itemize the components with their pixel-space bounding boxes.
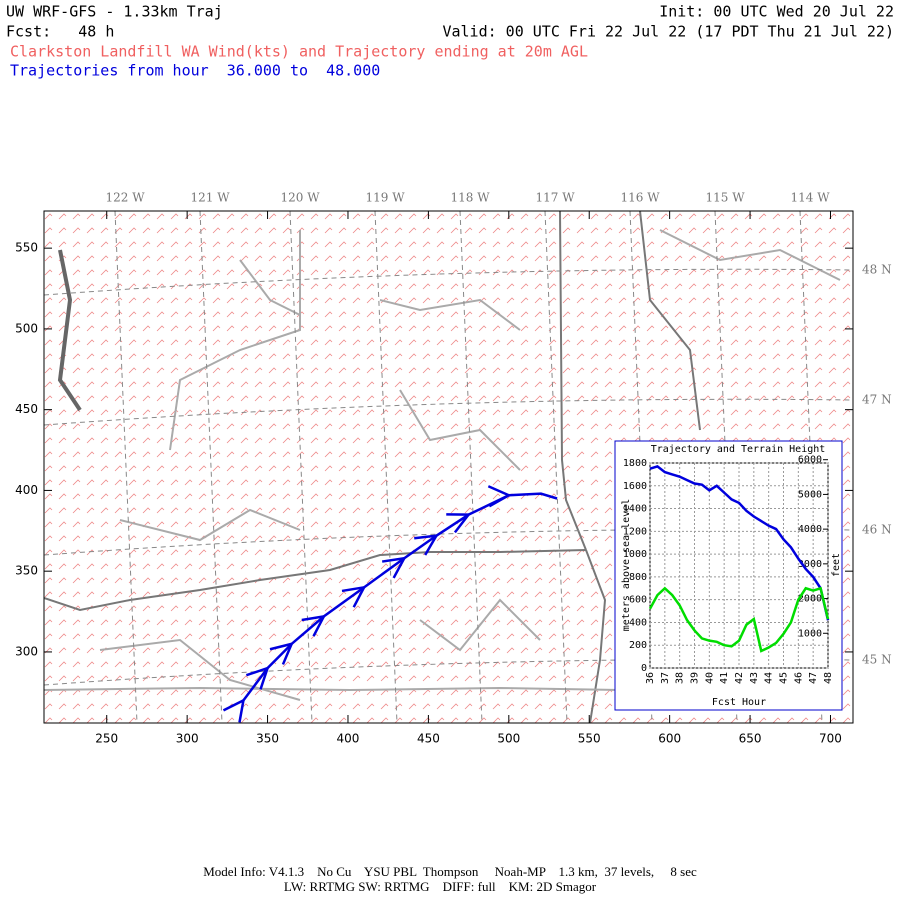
trajectory-hours: Trajectories from hour 36.000 to 48.000 [10, 62, 380, 80]
meridian [114, 211, 138, 723]
trajectory [222, 485, 558, 723]
inset-y2-label: feet [831, 553, 842, 577]
x-tick-label: 38 [675, 672, 686, 684]
forecast-hour: Fcst: 48 h [6, 23, 114, 41]
trajectory-arrow [269, 642, 294, 665]
map-frame [43, 210, 854, 724]
longitude-label: 115 W [705, 191, 745, 205]
y-tick-label: 1400 [623, 504, 647, 515]
meridian [374, 211, 398, 723]
y-tick-label: 450 [15, 402, 38, 416]
trajectory-arrow [487, 485, 512, 508]
longitude-label: 121 W [190, 191, 230, 205]
x-tick-label: 41 [719, 672, 730, 684]
y-tick-label: 1600 [623, 481, 647, 492]
valid-time: Valid: 00 UTC Fri 22 Jul 22 (17 PDT Thu … [442, 23, 894, 41]
meridian [199, 211, 223, 723]
footer-line: LW: RRTMG SW: RRTMG DIFF: full KM: 2D Sm… [284, 879, 597, 894]
x-tick-label: 39 [690, 672, 701, 684]
x-tick-label: 37 [660, 672, 671, 684]
trajectory-arrow [222, 698, 246, 723]
y-tick-label: 300 [15, 644, 38, 658]
latitude-label: 47 N [862, 393, 892, 407]
x-tick-label: 43 [749, 672, 760, 684]
x-tick-label: 400 [337, 732, 360, 746]
trajectory-arrow [414, 534, 439, 556]
meridian [459, 211, 483, 723]
trajectory-arrow [446, 513, 472, 534]
trajectory-arrow [341, 585, 367, 608]
x-tick-label: 48 [823, 672, 834, 684]
y-tick-label: 800 [629, 572, 647, 583]
y2-tick-label: 2000 [798, 594, 822, 605]
y-tick-label: 350 [15, 564, 38, 578]
longitude-label: 120 W [280, 191, 320, 205]
y2-tick-label: 5000 [798, 489, 822, 500]
meridian [544, 211, 568, 723]
inset-frame [614, 440, 843, 711]
y-tick-label: 400 [15, 483, 38, 497]
x-tick-label: 650 [739, 732, 762, 746]
parallel [44, 268, 853, 296]
latitude-label: 48 N [862, 263, 892, 277]
inset: Trajectory and Terrain Height meters abo… [614, 440, 843, 711]
model-title: UW WRF-GFS - 1.33km Traj [6, 3, 223, 21]
y-tick-label: 500 [15, 321, 38, 335]
y2-tick-label: 6000 [798, 455, 822, 466]
inset-y-label: meters above sea level [621, 499, 632, 631]
longitude-label: 118 W [450, 191, 490, 205]
x-tick-label: 36 [645, 672, 656, 684]
x-tick-label: 45 [779, 672, 790, 684]
x-tick-label: 300 [176, 732, 199, 746]
y-tick-label: 1000 [623, 549, 647, 560]
y-tick-label: 1200 [623, 526, 647, 537]
x-tick-label: 550 [578, 732, 601, 746]
trajectory-arrow [245, 666, 270, 690]
y2-tick-label: 3000 [798, 559, 822, 570]
y-tick-label: 400 [629, 617, 647, 628]
longitude-label: 114 W [790, 191, 830, 205]
y-tick-label: 550 [15, 241, 38, 255]
longitude-label: 122 W [105, 191, 145, 205]
trajectory-arrow [381, 556, 407, 579]
series-line [648, 586, 830, 653]
y-tick-label: 600 [629, 595, 647, 606]
latitude-label: 46 N [862, 523, 892, 537]
footer-line: Model Info: V4.1.3 No Cu YSU PBL Thompso… [203, 864, 697, 879]
y-tick-label: 200 [629, 640, 647, 651]
x-tick-label: 450 [417, 732, 440, 746]
meridian [289, 211, 313, 723]
inset-x-label: Fcst Hour [712, 697, 766, 708]
series-line [649, 465, 830, 621]
x-tick-label: 44 [764, 672, 775, 684]
x-tick-label: 600 [658, 732, 681, 746]
x-tick-label: 42 [734, 672, 745, 684]
y2-tick-label: 4000 [798, 524, 822, 535]
x-tick-label: 47 [808, 672, 819, 684]
description: Clarkston Landfill WA Wind(kts) and Traj… [10, 43, 588, 61]
x-tick-label: 40 [704, 672, 715, 684]
y-tick-label: 0 [641, 663, 647, 674]
trajectory-arrow [301, 614, 327, 637]
longitude-label: 117 W [535, 191, 575, 205]
y2-tick-label: 1000 [798, 628, 822, 639]
x-tick-label: 46 [793, 672, 804, 684]
borders [44, 211, 841, 723]
y-tick-label: 1800 [623, 458, 647, 469]
init-time: Init: 00 UTC Wed 20 Jul 22 [659, 3, 894, 21]
inset-title: Trajectory and Terrain Height [651, 444, 826, 455]
x-tick-label: 500 [497, 732, 520, 746]
x-tick-label: 350 [256, 732, 279, 746]
parallel [44, 398, 853, 426]
x-tick-label: 700 [819, 732, 842, 746]
latitude-label: 45 N [862, 653, 892, 667]
x-tick-label: 250 [95, 732, 118, 746]
longitude-label: 119 W [365, 191, 405, 205]
longitude-label: 116 W [620, 191, 660, 205]
